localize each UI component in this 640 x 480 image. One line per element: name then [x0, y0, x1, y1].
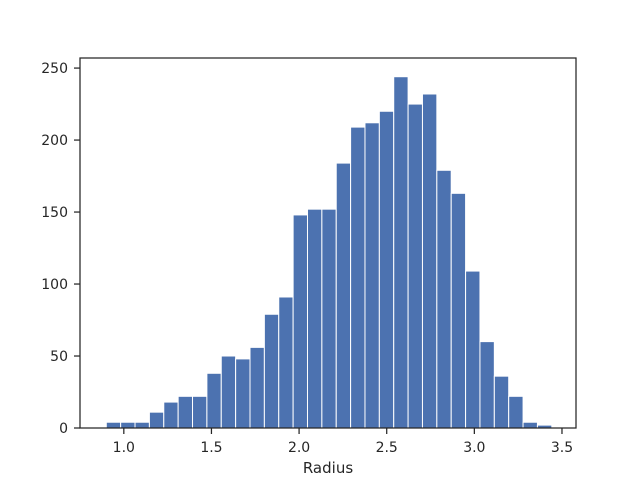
- histogram-bar: [421, 93, 438, 429]
- x-tick-label: 3.0: [463, 440, 485, 456]
- histogram-bar: [249, 346, 265, 429]
- histogram-bar: [192, 395, 208, 429]
- histogram-bar: [134, 421, 150, 429]
- y-tick-label: 250: [41, 61, 68, 77]
- y-tick-label: 0: [59, 421, 68, 437]
- histogram-bar: [407, 103, 423, 429]
- histogram-bar: [465, 270, 481, 429]
- histogram-bar: [493, 375, 510, 429]
- histogram-bar: [148, 411, 165, 429]
- histogram-bar: [235, 358, 251, 429]
- y-tick-label: 50: [50, 349, 68, 365]
- histogram-bar: [378, 110, 395, 429]
- histogram-bar: [177, 395, 194, 429]
- histogram-bar: [479, 341, 495, 429]
- histogram-bar: [163, 401, 179, 429]
- histogram-bar: [321, 208, 337, 429]
- histogram-bar: [292, 214, 308, 429]
- histogram-bar: [263, 313, 280, 429]
- y-tick-label: 100: [41, 277, 68, 293]
- histogram-bar: [306, 208, 323, 429]
- histogram-bar: [206, 372, 222, 429]
- y-axis-ticks: 0 50 100 150 200 250: [41, 61, 80, 437]
- x-axis-label: Radius: [303, 459, 353, 477]
- histogram-bar: [508, 395, 524, 429]
- y-tick-label: 150: [41, 205, 68, 221]
- histogram-bar: [335, 162, 352, 429]
- histogram-bar: [450, 192, 467, 429]
- x-axis-ticks: 1.0 1.5 2.0 2.5 3.0 3.5: [113, 428, 573, 456]
- x-tick-label: 2.0: [288, 440, 310, 456]
- histogram-bar: [105, 421, 122, 429]
- histogram-bar: [120, 421, 136, 429]
- x-tick-label: 3.5: [551, 440, 573, 456]
- histogram-bar: [522, 421, 538, 429]
- histogram-bar: [220, 355, 237, 429]
- histogram-bar: [364, 122, 380, 429]
- histogram-bar: [350, 126, 366, 429]
- histogram-bar: [436, 169, 452, 429]
- y-tick-label: 200: [41, 133, 68, 149]
- histogram-bar: [393, 76, 409, 429]
- histogram-bar: [278, 296, 294, 429]
- x-tick-label: 1.5: [200, 440, 222, 456]
- x-tick-label: 2.5: [376, 440, 398, 456]
- x-tick-label: 1.0: [113, 440, 135, 456]
- plot-frame: [79, 57, 577, 429]
